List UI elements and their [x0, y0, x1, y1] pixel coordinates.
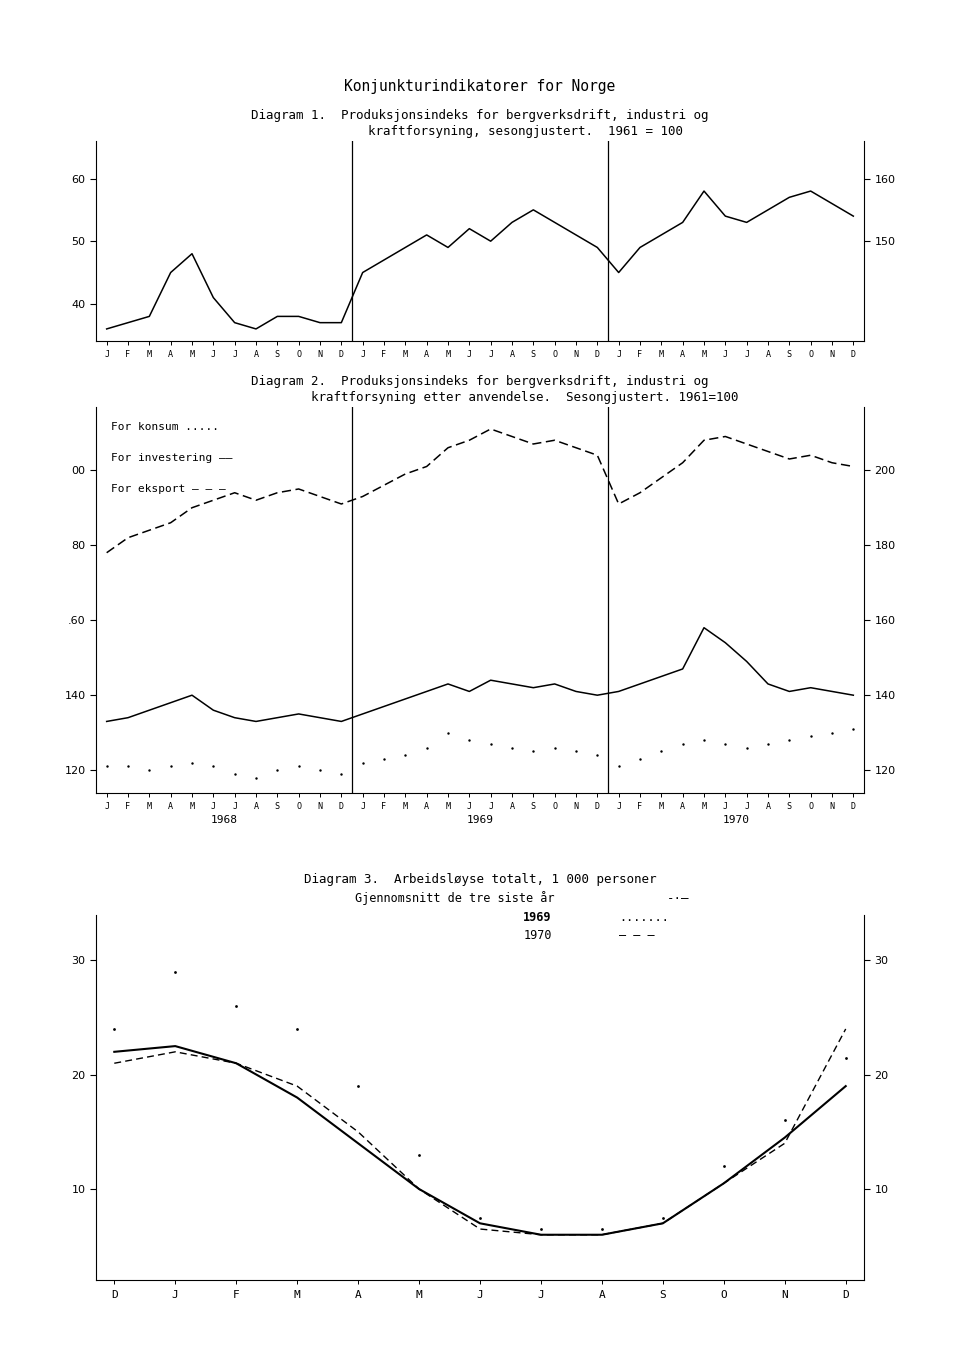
Text: kraftforsyning etter anvendelse.  Sesongjustert. 1961=100: kraftforsyning etter anvendelse. Sesongj… — [221, 392, 739, 404]
Text: -·—: -·— — [667, 893, 689, 905]
Text: For eksport — — —: For eksport — — — — [111, 484, 227, 493]
Text: Diagram 1.  Produksjonsindeks for bergverksdrift, industri og: Diagram 1. Produksjonsindeks for bergver… — [252, 110, 708, 122]
Text: Diagram 3.  Arbeidsløyse totalt, 1 000 personer: Diagram 3. Arbeidsløyse totalt, 1 000 pe… — [303, 874, 657, 886]
Text: 1970: 1970 — [523, 930, 552, 942]
Text: For investering ——: For investering —— — [111, 453, 233, 463]
Text: Gjennomsnitt de tre siste år: Gjennomsnitt de tre siste år — [355, 892, 555, 905]
Text: Konjunkturindikatorer for Norge: Konjunkturindikatorer for Norge — [345, 79, 615, 93]
Text: kraftforsyning, sesongjustert.  1961 = 100: kraftforsyning, sesongjustert. 1961 = 10… — [277, 126, 683, 138]
Text: 1968: 1968 — [210, 816, 237, 825]
Text: — — —: — — — — [619, 930, 655, 942]
Text: .......: ....... — [619, 912, 669, 924]
Text: 1970: 1970 — [723, 816, 750, 825]
Text: Diagram 2.  Produksjonsindeks for bergverksdrift, industri og: Diagram 2. Produksjonsindeks for bergver… — [252, 375, 708, 388]
Text: 1969: 1969 — [467, 816, 493, 825]
Text: 1969: 1969 — [523, 912, 552, 924]
Text: For konsum .....: For konsum ..... — [111, 421, 219, 432]
